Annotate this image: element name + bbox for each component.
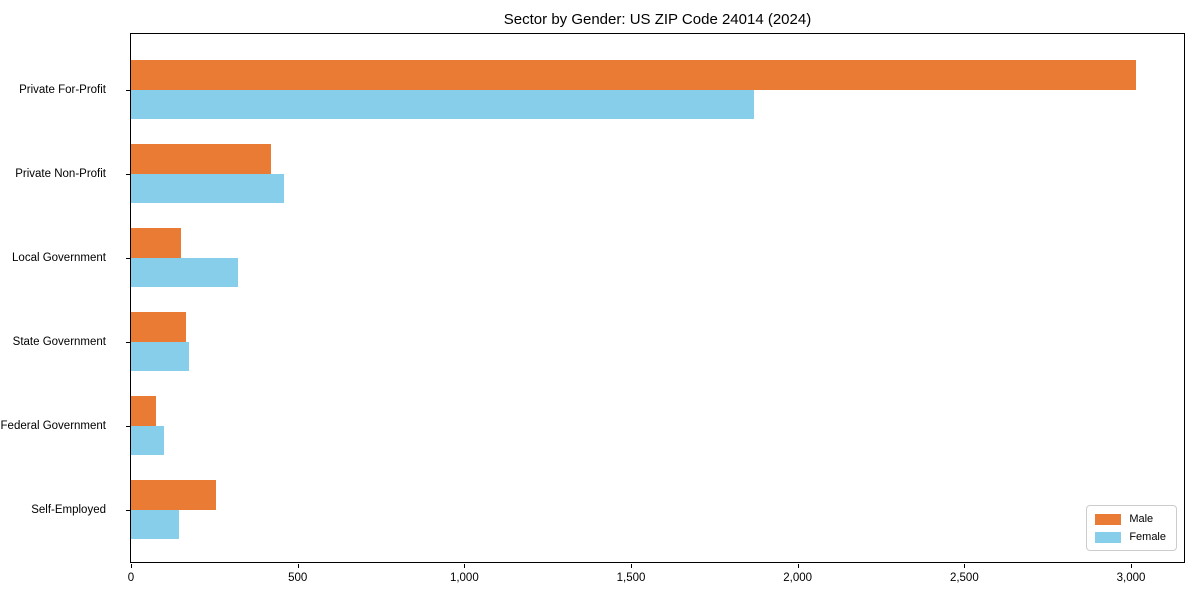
x-tick-mark [631,564,632,568]
x-tick-mark [297,564,299,568]
plot-area: Private For-Profit Private Non-Profit Loca… [1,33,1185,584]
y-tick-mark [126,509,130,511]
bar-female-private-non-profit [131,173,285,203]
female-series-swatch [1095,531,1122,543]
y-tick-label: State Government [12,335,106,348]
bar-male-private-for-profit [131,60,1136,90]
x-tick-mark [464,564,466,568]
bar-female-federal-government [131,425,165,455]
x-tick-label: 1,500 [616,572,646,584]
x-tick-mark [1131,564,1132,568]
legend-label-male: Male [1129,513,1154,525]
bar-female-state-government [131,341,190,371]
y-tick-label: Private Non-Profit [15,167,106,180]
y-tick-label: Self-Employed [31,503,106,516]
x-tick-label: 1,000 [449,572,479,584]
y-tick-label: Private For-Profit [19,83,106,96]
x-tick-label: 2,500 [949,572,979,584]
y-tick-label: Local Government [12,251,106,264]
y-tick-mark [126,341,130,343]
x-tick-label: 2,000 [783,572,813,584]
bar-male-state-government [131,312,186,342]
x-tick-mark [131,564,132,568]
chart-title: Sector by Gender: US ZIP Code 24014 (202… [503,11,812,28]
bar-male-local-government [131,228,181,258]
y-tick-mark [126,173,130,175]
legend: Male Female [1086,505,1177,551]
x-tick-label: 3,000 [1116,572,1146,584]
bar-female-local-government [131,257,238,287]
y-tick-mark [126,89,130,91]
male-series-swatch [1095,513,1122,525]
y-tick-label: Federal Government [0,419,106,432]
x-tick-label: 0 [127,572,135,584]
legend-label-female: Female [1129,531,1166,543]
legend-row-male: Male [1095,513,1166,525]
bar-female-private-for-profit [131,89,755,119]
bar-male-private-non-profit [131,144,271,174]
x-tick-mark [964,564,966,568]
x-tick-mark [797,564,799,568]
bar-male-self-employed [131,480,216,510]
legend-row-female: Female [1095,531,1166,543]
y-tick-mark [126,257,130,259]
x-tick-label: 500 [288,572,308,584]
y-tick-mark [126,425,130,427]
bar-male-federal-government [131,396,156,426]
bar-female-self-employed [131,509,180,539]
